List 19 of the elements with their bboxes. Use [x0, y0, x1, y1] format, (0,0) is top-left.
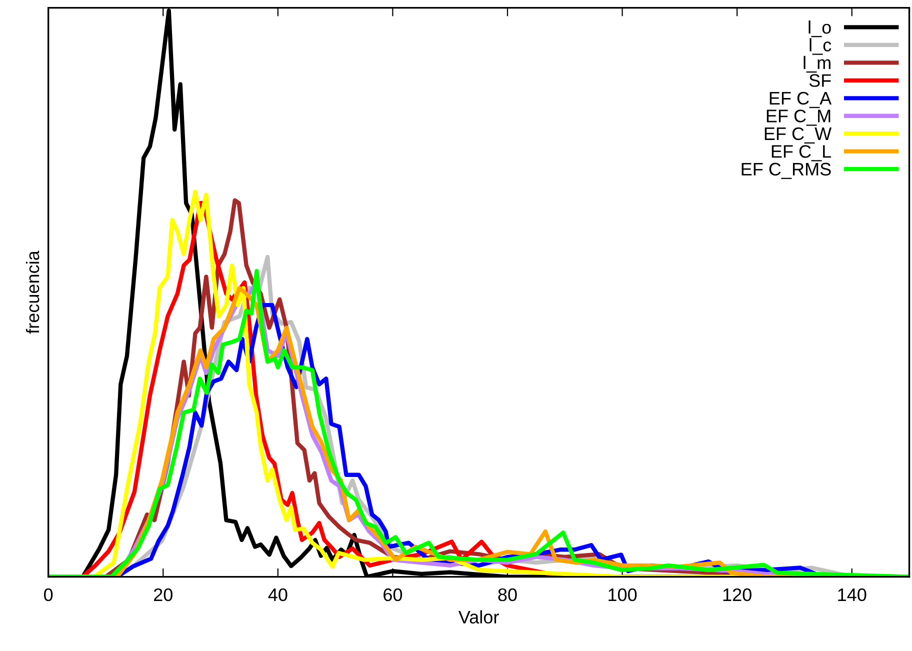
- legend-label: l_o: [808, 20, 831, 38]
- x-tick-label: 80: [498, 588, 517, 602]
- legend-label: EF C_A: [770, 92, 832, 108]
- x-tick-label: 60: [384, 588, 402, 602]
- x-tick-label: 20: [154, 588, 172, 602]
- x-tick-label: 100: [608, 588, 637, 602]
- legend-label: l_m: [804, 56, 830, 73]
- y-axis-title: frecuencia: [26, 250, 40, 334]
- legend-label: EF C_W: [764, 127, 832, 144]
- x-tick-label: 40: [268, 588, 288, 602]
- legend-label: EF C_RMS: [742, 162, 831, 179]
- legend-label: EF C_M: [766, 110, 830, 126]
- x-tick-label: 0: [44, 588, 53, 602]
- legend-label: l_c: [810, 38, 832, 55]
- x-tick-label: 140: [838, 588, 866, 602]
- x-tick-label: 120: [723, 588, 752, 602]
- x-axis-title: Valor: [458, 610, 499, 624]
- legend-label: EF C_L: [772, 145, 832, 162]
- legend-label: SF: [809, 74, 831, 87]
